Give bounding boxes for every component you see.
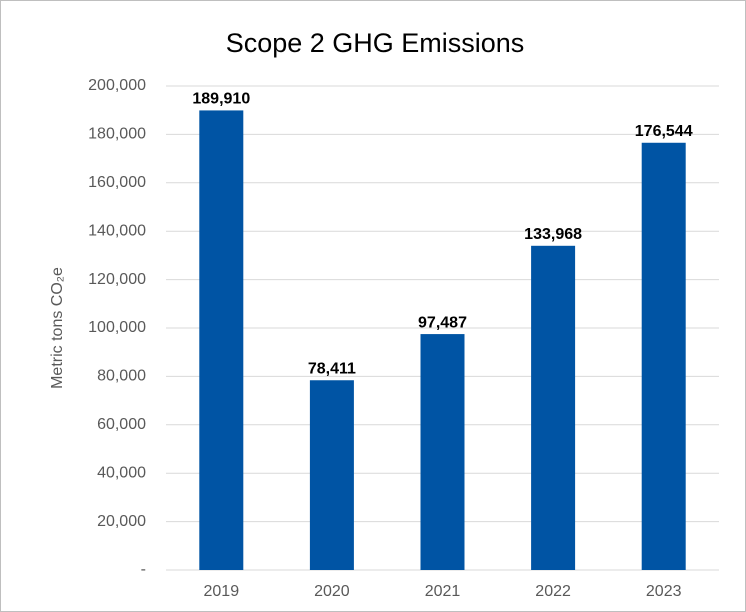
- y-tick-label: 140,000: [88, 222, 146, 239]
- data-label: 176,544: [635, 123, 693, 140]
- x-tick-label: 2020: [314, 583, 350, 600]
- chart-title: Scope 2 GHG Emissions: [226, 28, 525, 58]
- bar: [531, 245, 576, 571]
- y-tick-label: 160,000: [88, 174, 146, 191]
- y-tick-label: 60,000: [97, 416, 146, 433]
- bar: [199, 110, 244, 571]
- y-tick-label: 80,000: [97, 368, 146, 385]
- data-label: 97,487: [418, 314, 467, 331]
- bar: [309, 380, 354, 570]
- x-tick-label: 2023: [646, 583, 682, 600]
- data-label: 133,968: [524, 226, 582, 243]
- y-tick-label: 100,000: [88, 319, 146, 336]
- x-tick-label: 2022: [535, 583, 571, 600]
- y-axis-label: Metric tons CO₂e: [49, 267, 66, 389]
- x-tick-label: 2019: [204, 583, 240, 600]
- y-tick-label: 40,000: [97, 464, 146, 481]
- bar: [641, 142, 686, 570]
- data-label: 189,910: [192, 91, 250, 108]
- y-tick-label: 20,000: [97, 513, 146, 530]
- data-label: 78,411: [308, 360, 356, 377]
- y-tick-label: 120,000: [88, 271, 146, 288]
- y-tick-label: 200,000: [88, 77, 146, 94]
- y-tick-label: 180,000: [88, 126, 146, 143]
- x-tick-label: 2021: [425, 583, 461, 600]
- bar: [420, 334, 465, 570]
- y-tick-label: -: [141, 561, 146, 578]
